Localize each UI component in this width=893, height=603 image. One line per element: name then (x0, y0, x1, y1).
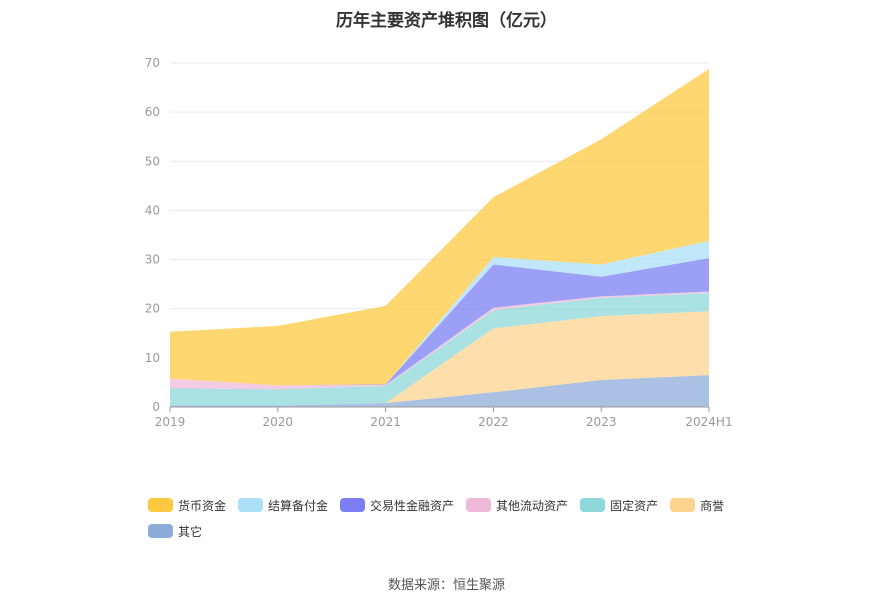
x-tick-label: 2024H1 (685, 415, 732, 429)
legend-item[interactable]: 固定资产 (580, 496, 658, 514)
x-tick-label: 2019 (155, 415, 186, 429)
legend-item[interactable]: 结算备付金 (238, 496, 328, 514)
area-series-group (170, 68, 709, 407)
data-source-note: 数据来源：恒生聚源 (387, 578, 505, 593)
x-tick-label: 2022 (478, 415, 509, 429)
axes: 0 10 20 30 40 50 60 70 2019 2020 2021 2022 2023 2024H… (145, 56, 733, 429)
legend-swatch (340, 498, 366, 512)
legend-label: 其他流动资产 (496, 498, 569, 513)
area-series-1 (170, 311, 709, 406)
x-tick-label: 2021 (370, 415, 401, 429)
legend-swatch (148, 498, 173, 512)
legend-label: 货币资金 (178, 498, 227, 513)
y-tick-label: 10 (145, 351, 160, 365)
legend-item[interactable]: 交易性金融资产 (340, 496, 454, 514)
x-tick-label: 2023 (586, 415, 617, 429)
y-tick-label: 50 (145, 154, 160, 168)
y-tick-label: 70 (145, 56, 160, 70)
legend-label: 结算备付金 (268, 498, 329, 513)
legend-swatch (580, 498, 606, 512)
legend-swatch (670, 498, 696, 512)
legend-swatch (466, 498, 492, 512)
legend-item[interactable]: 商誉 (670, 496, 724, 514)
area-series-6 (170, 68, 709, 386)
area-series-4 (170, 258, 709, 386)
legend-item[interactable]: 其他流动资产 (466, 496, 568, 514)
legend-swatch (238, 498, 264, 512)
legend-label: 其它 (178, 524, 203, 539)
stacked-area-chart: 0 10 20 30 40 50 60 70 2019 2020 2021 2022 2023 2024H… (145, 56, 733, 429)
legend-label: 商誉 (700, 498, 725, 513)
y-tick-label: 30 (145, 253, 160, 267)
legend-swatch (148, 524, 173, 538)
chart-title: 历年主要资产堆积图（亿元） (336, 11, 557, 31)
y-tick-label: 60 (145, 105, 160, 119)
area-series-5 (170, 240, 709, 386)
legend-label: 交易性金融资产 (370, 498, 455, 513)
area-series-2 (170, 293, 709, 406)
area-series-0 (170, 375, 709, 407)
y-tick-label: 0 (152, 400, 160, 414)
chart-legend: 货币资金 结算备付金 交易性金融资产 其他流动资产 固定资产 商誉其它 (148, 496, 788, 540)
x-tick-label: 2020 (263, 415, 294, 429)
y-tick-label: 20 (145, 302, 160, 316)
legend-item[interactable]: 货币资金 (148, 496, 226, 514)
legend-label: 固定资产 (610, 498, 659, 513)
y-tick-label: 40 (145, 203, 160, 217)
legend-item[interactable]: 其它 (148, 522, 202, 540)
